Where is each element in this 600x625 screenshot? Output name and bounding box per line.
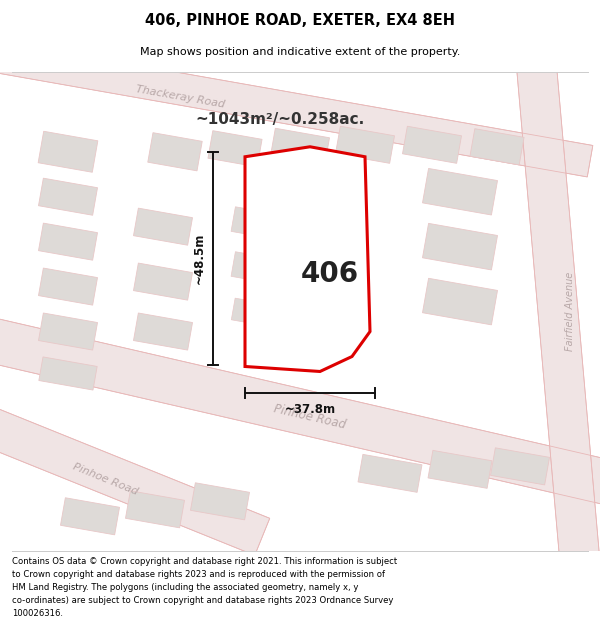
Text: Contains OS data © Crown copyright and database right 2021. This information is : Contains OS data © Crown copyright and d… bbox=[12, 557, 397, 566]
Polygon shape bbox=[0, 305, 600, 518]
Polygon shape bbox=[38, 313, 98, 350]
Text: ~37.8m: ~37.8m bbox=[284, 403, 335, 416]
Polygon shape bbox=[38, 178, 98, 215]
Polygon shape bbox=[231, 207, 265, 237]
Polygon shape bbox=[38, 223, 98, 260]
Polygon shape bbox=[516, 61, 600, 562]
Text: Pinhoe Road: Pinhoe Road bbox=[71, 462, 139, 497]
Polygon shape bbox=[490, 448, 550, 485]
Polygon shape bbox=[422, 168, 497, 215]
Text: to Crown copyright and database rights 2023 and is reproduced with the permissio: to Crown copyright and database rights 2… bbox=[12, 570, 385, 579]
Polygon shape bbox=[61, 498, 119, 535]
Polygon shape bbox=[0, 32, 593, 177]
Polygon shape bbox=[133, 208, 193, 245]
Polygon shape bbox=[231, 252, 265, 281]
Polygon shape bbox=[208, 131, 262, 167]
Polygon shape bbox=[335, 126, 395, 163]
Text: Fairfield Avenue: Fairfield Avenue bbox=[565, 272, 575, 351]
Polygon shape bbox=[245, 147, 370, 371]
Polygon shape bbox=[295, 161, 326, 186]
Text: 406: 406 bbox=[301, 261, 359, 289]
Text: Thackeray Road: Thackeray Road bbox=[135, 84, 226, 109]
Polygon shape bbox=[470, 129, 524, 165]
Polygon shape bbox=[38, 268, 98, 305]
Text: HM Land Registry. The polygons (including the associated geometry, namely x, y: HM Land Registry. The polygons (includin… bbox=[12, 583, 358, 592]
Polygon shape bbox=[232, 298, 265, 325]
Polygon shape bbox=[358, 454, 422, 493]
Polygon shape bbox=[403, 126, 461, 163]
Text: ~1043m²/~0.258ac.: ~1043m²/~0.258ac. bbox=[195, 112, 364, 128]
Polygon shape bbox=[133, 263, 193, 300]
Polygon shape bbox=[39, 357, 97, 390]
Text: 406, PINHOE ROAD, EXETER, EX4 8EH: 406, PINHOE ROAD, EXETER, EX4 8EH bbox=[145, 12, 455, 28]
Polygon shape bbox=[38, 131, 98, 173]
Text: ~48.5m: ~48.5m bbox=[193, 233, 205, 284]
Polygon shape bbox=[271, 128, 329, 166]
Polygon shape bbox=[428, 451, 492, 488]
Polygon shape bbox=[133, 313, 193, 350]
Text: Map shows position and indicative extent of the property.: Map shows position and indicative extent… bbox=[140, 47, 460, 57]
Text: co-ordinates) are subject to Crown copyright and database rights 2023 Ordnance S: co-ordinates) are subject to Crown copyr… bbox=[12, 596, 394, 605]
Text: 100026316.: 100026316. bbox=[12, 609, 63, 618]
Polygon shape bbox=[422, 278, 497, 325]
Polygon shape bbox=[190, 482, 250, 520]
Text: Pinhoe Road: Pinhoe Road bbox=[272, 402, 347, 431]
Polygon shape bbox=[422, 223, 497, 270]
Polygon shape bbox=[148, 132, 202, 171]
Polygon shape bbox=[125, 491, 185, 528]
Polygon shape bbox=[0, 388, 270, 556]
